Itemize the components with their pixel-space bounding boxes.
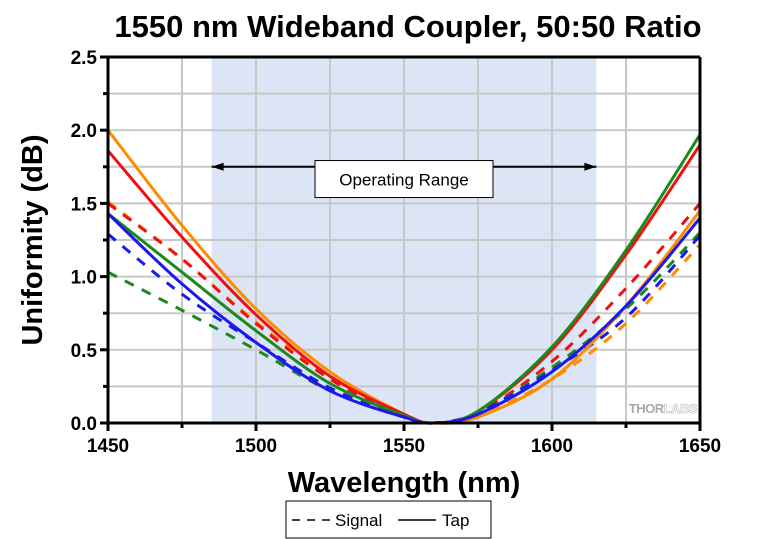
operating-range-annotation: Operating Range	[211, 160, 597, 199]
arrow-right-head-icon	[584, 162, 597, 171]
legend-label-tap: Tap	[442, 511, 469, 530]
y-tick-label: 2.5	[71, 48, 98, 69]
legend-box	[285, 500, 492, 539]
arrow-left-head-icon	[211, 162, 224, 171]
y-tick-label: 0.0	[71, 414, 97, 435]
y-axis-label: Uniformity (dB)	[17, 134, 49, 345]
annotation-label: Operating Range	[339, 171, 468, 190]
x-tick-label: 1500	[235, 436, 277, 457]
y-tick-label: 0.5	[71, 341, 98, 362]
x-tick-label: 1600	[531, 436, 573, 457]
y-tick-label: 1.5	[71, 194, 98, 215]
plot-frame	[101, 55, 702, 430]
x-axis-label: Wavelength (nm)	[288, 467, 521, 499]
x-tick-label: 1650	[679, 436, 721, 457]
y-tick-label: 1.0	[71, 268, 97, 289]
thorlabs-logo: THORLABS	[629, 401, 699, 417]
y-tick-label: 2.0	[71, 121, 97, 142]
legend: Signal Tap	[285, 500, 492, 539]
annotation-box	[314, 160, 494, 199]
svg-text:THORLABS: THORLABS	[629, 401, 698, 416]
x-tick-label: 1450	[87, 436, 129, 457]
grid	[108, 57, 700, 423]
legend-label-signal: Signal	[335, 511, 382, 530]
logo-light-part: LABS	[664, 401, 698, 416]
tick-labels: 1450 1500 1550 1600 1650 0.0 0.5 1.0 1.5 2.0 2.5	[71, 48, 722, 457]
logo-dark-part: THOR	[629, 401, 665, 416]
axis-ticks	[100, 55, 702, 431]
x-tick-label: 1550	[383, 436, 425, 457]
chart-title: 1550 nm Wideband Coupler, 50:50 Ratio	[114, 9, 701, 44]
